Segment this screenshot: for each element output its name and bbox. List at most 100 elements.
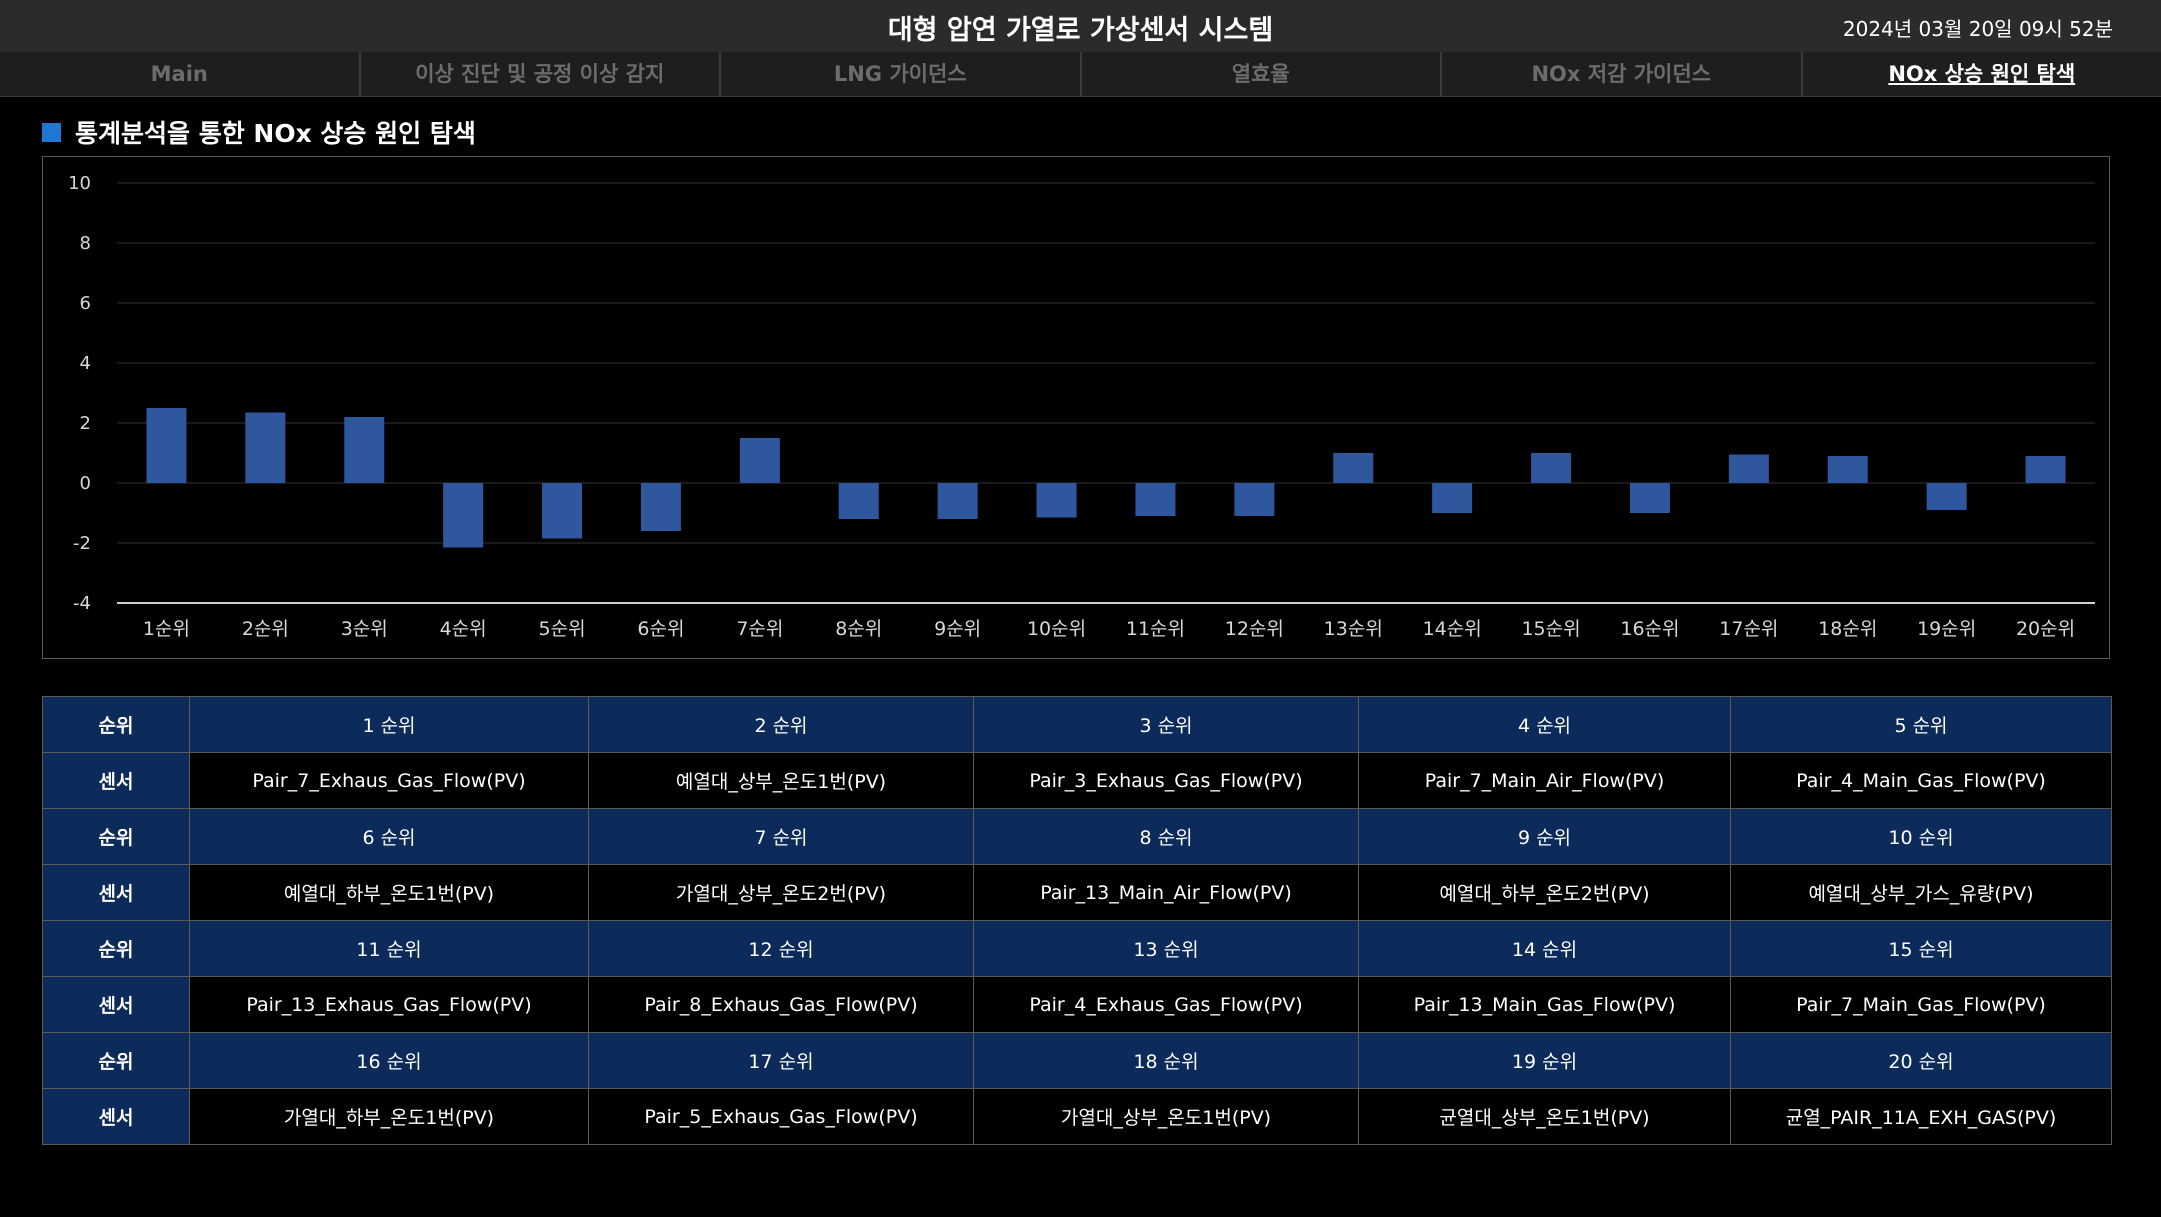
section-title: 통계분석을 통한 NOx 상승 원인 탐색 bbox=[42, 114, 476, 150]
rank-cell: 7 순위 bbox=[588, 808, 974, 865]
x-tick-label: 19순위 bbox=[1917, 618, 1976, 640]
x-tick-label: 12순위 bbox=[1225, 618, 1284, 640]
rank-cell: 3 순위 bbox=[973, 696, 1359, 753]
x-tick-label: 10순위 bbox=[1027, 618, 1086, 640]
nox-cause-chart: 10 8 6 4 2 0 -2 -4 1순위 2순위 3순위 4순위 5순위 6순위 7순위 8순위 9순위 10… bbox=[42, 156, 2110, 659]
bar bbox=[1234, 483, 1275, 516]
bar bbox=[1333, 453, 1374, 483]
sensor-cell: 예열대_상부_온도1번(PV) bbox=[588, 752, 974, 809]
sensor-cell: 가열대_상부_온도1번(PV) bbox=[973, 1088, 1359, 1145]
sensor-cell: Pair_4_Main_Gas_Flow(PV) bbox=[1730, 752, 2112, 809]
x-tick-label: 4순위 bbox=[440, 618, 487, 640]
bar bbox=[1926, 483, 1967, 510]
sensor-cell: 가열대_하부_온도1번(PV) bbox=[189, 1088, 589, 1145]
row-header-rank: 순위 bbox=[42, 808, 190, 865]
x-tick-label: 14순위 bbox=[1423, 618, 1482, 640]
tab-thermal-efficiency[interactable]: 열효율 bbox=[1082, 52, 1442, 96]
bar bbox=[1827, 456, 1868, 483]
sensor-cell: 균열_PAIR_11A_EXH_GAS(PV) bbox=[1730, 1088, 2112, 1145]
x-tick-label: 1순위 bbox=[143, 618, 190, 640]
sensor-cell: Pair_4_Exhaus_Gas_Flow(PV) bbox=[973, 976, 1359, 1033]
rank-cell: 19 순위 bbox=[1358, 1032, 1731, 1089]
bar bbox=[245, 412, 286, 483]
bar bbox=[1728, 454, 1769, 483]
tab-main[interactable]: Main bbox=[0, 52, 361, 96]
rank-cell: 2 순위 bbox=[588, 696, 974, 753]
square-bullet-icon bbox=[42, 122, 61, 142]
table-row-sensor: 센서 Pair_7_Exhaus_Gas_Flow(PV) 예열대_상부_온도1번(… bbox=[42, 752, 2112, 809]
table-row-rank: 순위 1 순위 2 순위 3 순위 4 순위 5 순위 bbox=[42, 696, 2112, 753]
rank-cell: 10 순위 bbox=[1730, 808, 2112, 865]
rank-cell: 18 순위 bbox=[973, 1032, 1359, 1089]
rank-cell: 9 순위 bbox=[1358, 808, 1731, 865]
table-row-sensor: 센서 가열대_하부_온도1번(PV) Pair_5_Exhaus_Gas_Flow(… bbox=[42, 1088, 2112, 1145]
y-tick-label: -2 bbox=[73, 533, 91, 554]
rank-cell: 12 순위 bbox=[588, 920, 974, 977]
app-title: 대형 압연 가열로 가상센서 시스템 bbox=[887, 15, 1274, 46]
bar bbox=[146, 408, 187, 483]
sensor-cell: 예열대_하부_온도2번(PV) bbox=[1358, 864, 1731, 921]
bar bbox=[542, 483, 583, 539]
bar bbox=[739, 438, 780, 483]
sensor-cell: Pair_13_Main_Gas_Flow(PV) bbox=[1358, 976, 1731, 1033]
tab-lng-guidance[interactable]: LNG 가이던스 bbox=[721, 52, 1082, 96]
sensor-cell: Pair_8_Exhaus_Gas_Flow(PV) bbox=[588, 976, 974, 1033]
row-header-sensor: 센서 bbox=[42, 1088, 190, 1145]
tab-anomaly-diagnosis[interactable]: 이상 진단 및 공정 이상 감지 bbox=[361, 52, 721, 96]
row-header-sensor: 센서 bbox=[42, 864, 190, 921]
bar bbox=[1036, 483, 1077, 518]
nav-tabs: Main 이상 진단 및 공정 이상 감지 LNG 가이던스 열효율 NOx 저… bbox=[0, 52, 2161, 97]
bar-chart-svg: 10 8 6 4 2 0 -2 -4 1순위 2순위 3순위 4순위 5순위 6순위 7순위 8순위 9순위 10… bbox=[68, 173, 2095, 640]
bar bbox=[640, 483, 681, 531]
sensor-cell: Pair_13_Main_Air_Flow(PV) bbox=[973, 864, 1359, 921]
datetime-display: 2024년 03월 20일 09시 52분 bbox=[1842, 17, 2113, 41]
rank-cell: 8 순위 bbox=[973, 808, 1359, 865]
x-tick-label: 16순위 bbox=[1620, 618, 1679, 640]
tab-nox-cause-search[interactable]: NOx 상승 원인 탐색 bbox=[1888, 62, 2076, 86]
x-tick-label: 9순위 bbox=[934, 618, 981, 640]
x-tick-label: 13순위 bbox=[1324, 618, 1383, 640]
y-tick-label: 6 bbox=[80, 293, 91, 314]
x-tick-label: 15순위 bbox=[1521, 618, 1580, 640]
bar bbox=[1135, 483, 1176, 516]
tab-nox-reduction-guidance[interactable]: NOx 저감 가이던스 bbox=[1442, 52, 1803, 96]
rank-cell: 11 순위 bbox=[189, 920, 589, 977]
x-tick-label: 5순위 bbox=[539, 618, 586, 640]
bar bbox=[1432, 483, 1473, 513]
table-row-sensor: 센서 Pair_13_Exhaus_Gas_Flow(PV) Pair_8_Exha… bbox=[42, 976, 2112, 1033]
y-tick-label: -4 bbox=[73, 593, 91, 614]
rank-cell: 6 순위 bbox=[189, 808, 589, 865]
rank-cell: 13 순위 bbox=[973, 920, 1359, 977]
sensor-cell: 균열대_상부_온도1번(PV) bbox=[1358, 1088, 1731, 1145]
bar bbox=[443, 483, 484, 548]
y-tick-label: 2 bbox=[80, 413, 91, 434]
x-tick-label: 6순위 bbox=[637, 618, 684, 640]
sensor-cell: Pair_5_Exhaus_Gas_Flow(PV) bbox=[588, 1088, 974, 1145]
rank-cell: 20 순위 bbox=[1730, 1032, 2112, 1089]
rank-cell: 5 순위 bbox=[1730, 696, 2112, 753]
y-tick-label: 8 bbox=[80, 233, 91, 254]
x-tick-label: 3순위 bbox=[341, 618, 388, 640]
rank-cell: 1 순위 bbox=[189, 696, 589, 753]
x-tick-label: 17순위 bbox=[1719, 618, 1778, 640]
row-header-sensor: 센서 bbox=[42, 976, 190, 1033]
rank-sensor-table: 순위 1 순위 2 순위 3 순위 4 순위 5 순위 센서 Pair_7_Exhaus_Ga… bbox=[42, 696, 2112, 1145]
sensor-cell: Pair_3_Exhaus_Gas_Flow(PV) bbox=[973, 752, 1359, 809]
rank-cell: 4 순위 bbox=[1358, 696, 1731, 753]
bar bbox=[838, 483, 879, 519]
x-tick-label: 11순위 bbox=[1126, 618, 1185, 640]
rank-cell: 16 순위 bbox=[189, 1032, 589, 1089]
bar bbox=[1629, 483, 1670, 513]
sensor-cell: 가열대_상부_온도2번(PV) bbox=[588, 864, 974, 921]
table-row-sensor: 센서 예열대_하부_온도1번(PV) 가열대_상부_온도2번(PV) Pair_13_… bbox=[42, 864, 2112, 921]
row-header-sensor: 센서 bbox=[42, 752, 190, 809]
row-header-rank: 순위 bbox=[42, 696, 190, 753]
table-row-rank: 순위 16 순위 17 순위 18 순위 19 순위 20 순위 bbox=[42, 1032, 2112, 1089]
y-tick-label: 10 bbox=[68, 173, 91, 194]
section-title-text: 통계분석을 통한 NOx 상승 원인 탐색 bbox=[75, 119, 476, 148]
rank-cell: 15 순위 bbox=[1730, 920, 2112, 977]
x-tick-label: 18순위 bbox=[1818, 618, 1877, 640]
sensor-cell: Pair_13_Exhaus_Gas_Flow(PV) bbox=[189, 976, 589, 1033]
x-tick-label: 2순위 bbox=[242, 618, 289, 640]
table-row-rank: 순위 11 순위 12 순위 13 순위 14 순위 15 순위 bbox=[42, 920, 2112, 977]
